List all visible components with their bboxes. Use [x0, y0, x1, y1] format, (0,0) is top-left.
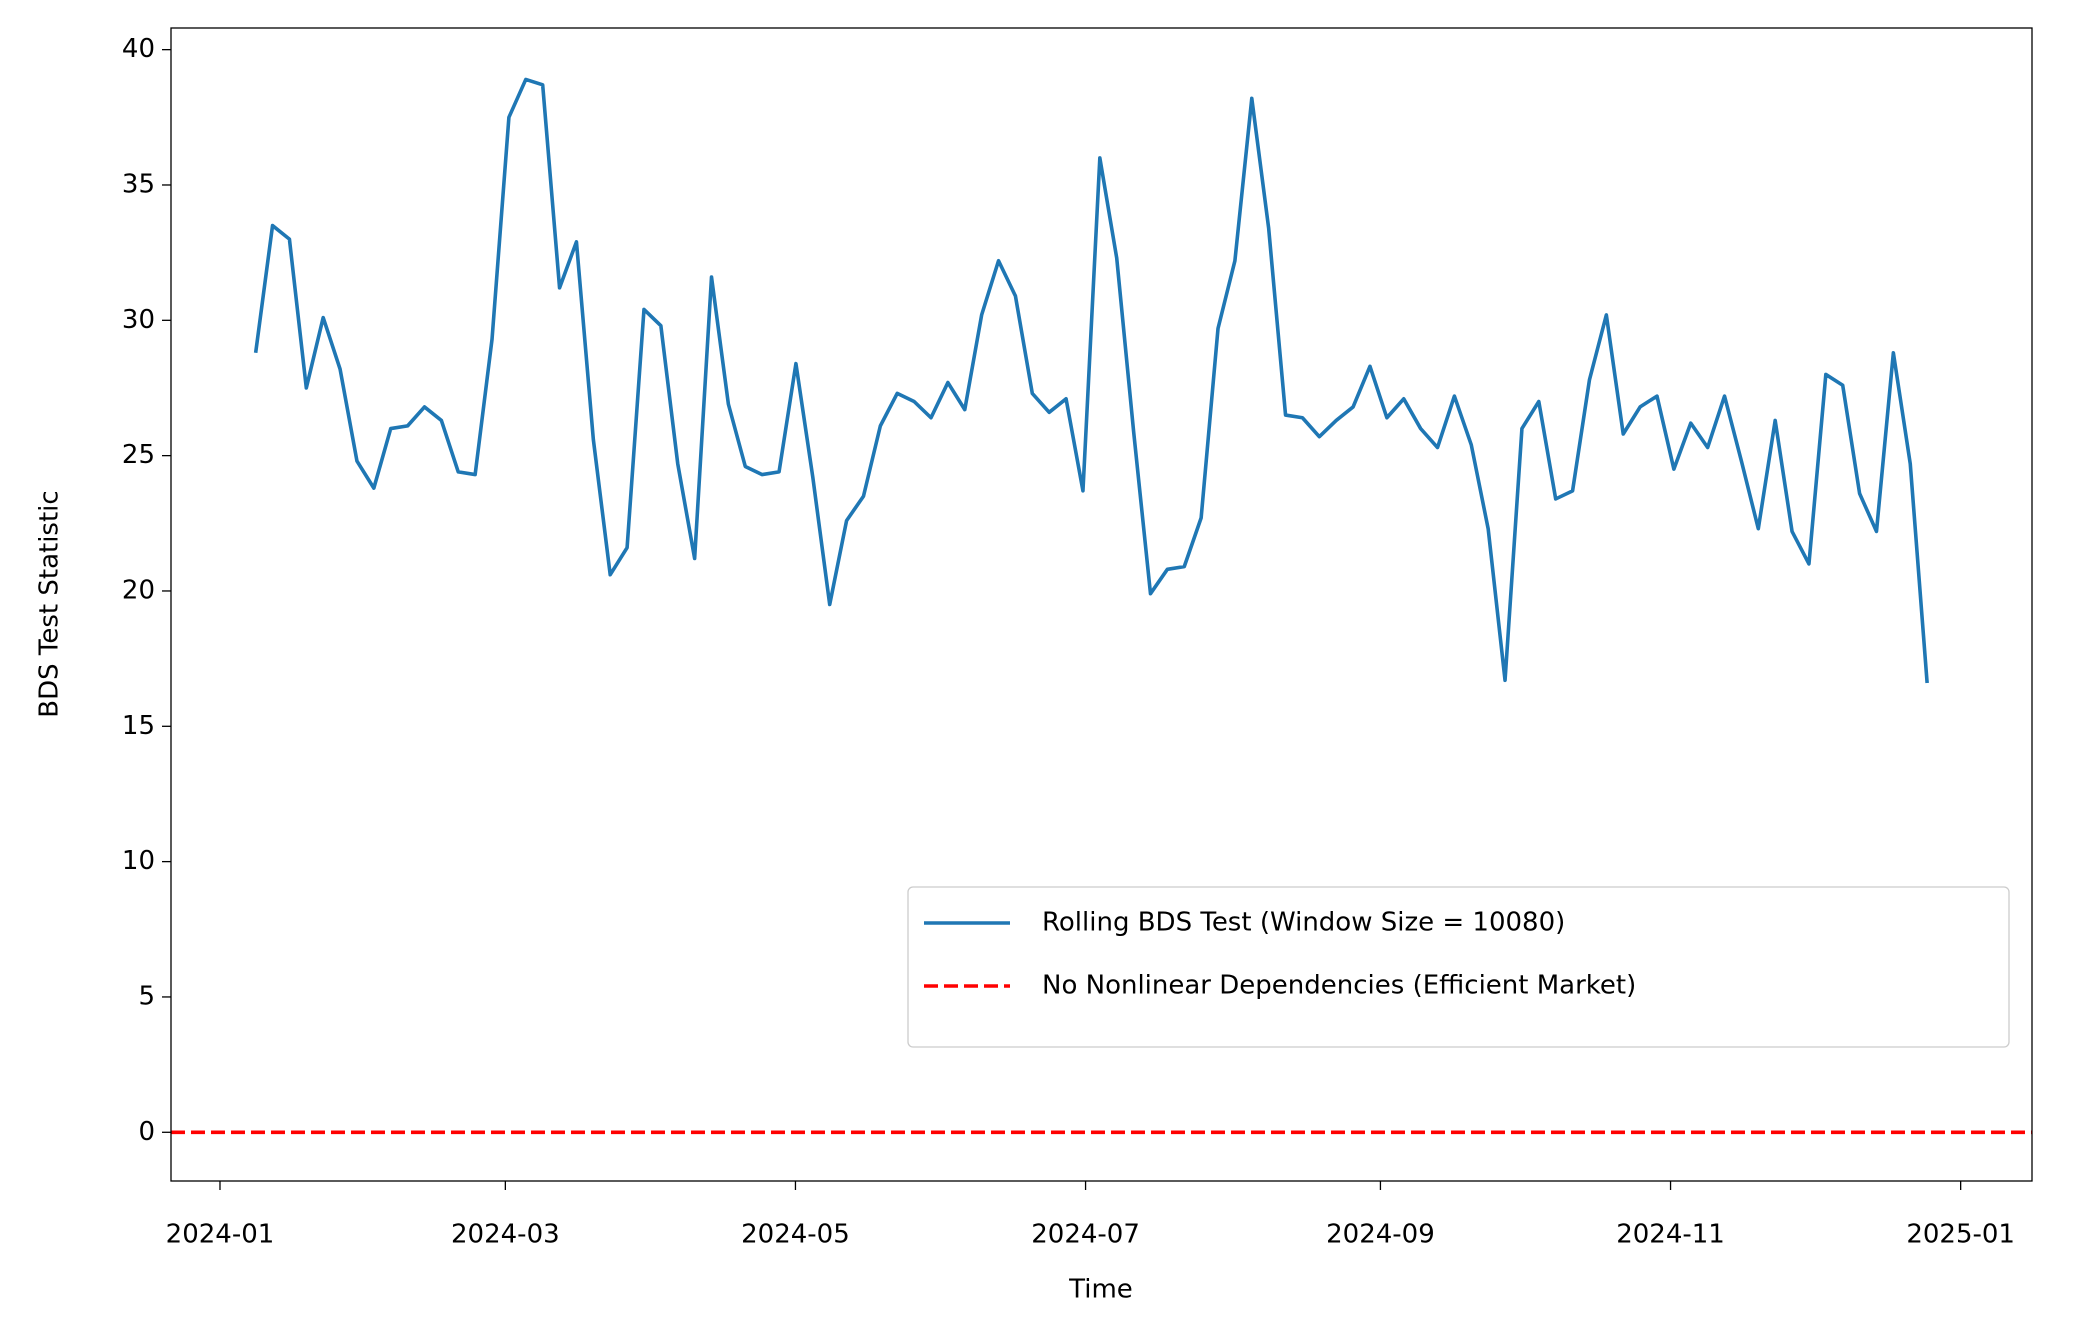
- x-tick-label: 2024-01: [166, 1220, 275, 1250]
- x-tick-label: 2024-05: [741, 1220, 850, 1250]
- legend-box: [907, 886, 2010, 1048]
- x-axis-label: Time: [1068, 1275, 1133, 1305]
- y-tick-label: 30: [122, 305, 155, 335]
- data-line: [253, 77, 1929, 684]
- legend-label: No Nonlinear Dependencies (Efficient Mar…: [1042, 971, 1636, 1001]
- y-tick-label: 35: [122, 169, 155, 199]
- y-axis-label: BDS Test Statistic: [35, 490, 65, 717]
- x-tick-label: 2024-09: [1326, 1220, 1435, 1250]
- x-tick-label: 2025-01: [1906, 1220, 2015, 1250]
- y-tick-label: 10: [122, 846, 155, 876]
- y-tick-label: 25: [122, 440, 155, 470]
- y-tick-label: 20: [122, 575, 155, 605]
- x-tick-label: 2024-07: [1031, 1220, 1140, 1250]
- legend-label: Rolling BDS Test (Window Size = 10080): [1042, 908, 1565, 938]
- y-tick-label: 0: [138, 1117, 155, 1147]
- y-tick-label: 40: [122, 34, 155, 64]
- x-tick-label: 2024-11: [1616, 1220, 1725, 1250]
- plot-frame: [170, 27, 2033, 1182]
- x-tick-label: 2024-03: [451, 1220, 560, 1250]
- y-tick-label: 15: [122, 711, 155, 741]
- y-tick-label: 5: [138, 981, 155, 1011]
